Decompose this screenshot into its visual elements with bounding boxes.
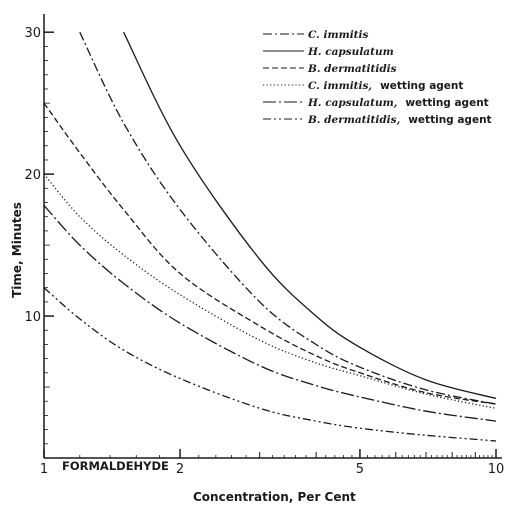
legend-label: H. capsulatum bbox=[307, 46, 394, 58]
legend-series-note: wetting agent bbox=[380, 80, 463, 92]
legend-label: B. dermatitidis, wetting agent bbox=[307, 114, 492, 126]
x-tick-label: 10 bbox=[488, 462, 505, 477]
series-line-1 bbox=[79, 31, 497, 405]
ticks: 1 2 5 10 10 20 30 bbox=[24, 26, 504, 477]
series-line-3 bbox=[43, 102, 497, 405]
legend-series-name: B. dermatitidis bbox=[307, 63, 397, 75]
legend: C. immitis H. capsulatum B. dermatitidis C.… bbox=[263, 29, 492, 126]
y-tick-label: 10 bbox=[24, 310, 41, 325]
legend-series-note: wetting agent bbox=[405, 97, 488, 109]
legend-series-name: B. dermatitidis, bbox=[307, 114, 400, 126]
legend-series-name: H. capsulatum bbox=[307, 46, 394, 58]
legend-series-name: C. immitis, bbox=[308, 80, 372, 92]
y-axis-title: Time, Minutes bbox=[10, 202, 24, 298]
x-axis-title: Concentration, Per Cent bbox=[193, 490, 356, 504]
series-line-6 bbox=[43, 287, 497, 442]
y-tick-label: 30 bbox=[24, 26, 41, 41]
x-tick-label: 5 bbox=[356, 462, 364, 477]
series-line-4 bbox=[43, 173, 497, 409]
legend-series-note: wetting agent bbox=[408, 114, 491, 126]
legend-series-name: C. immitis bbox=[308, 29, 369, 41]
legend-label: C. immitis, wetting agent bbox=[308, 80, 463, 92]
plot-series bbox=[43, 31, 497, 442]
chart-annotation: FORMALDEHYDE bbox=[62, 459, 169, 473]
legend-label: H. capsulatum, wetting agent bbox=[307, 97, 489, 109]
series-line-2 bbox=[123, 31, 497, 400]
y-tick-label: 20 bbox=[24, 168, 41, 183]
x-tick-label: 1 bbox=[40, 462, 48, 477]
series-line-5 bbox=[43, 204, 497, 422]
x-tick-label: 2 bbox=[176, 462, 184, 477]
legend-label: C. immitis bbox=[308, 29, 369, 41]
legend-series-name: H. capsulatum, bbox=[307, 97, 397, 109]
legend-label: B. dermatitidis bbox=[307, 63, 397, 75]
